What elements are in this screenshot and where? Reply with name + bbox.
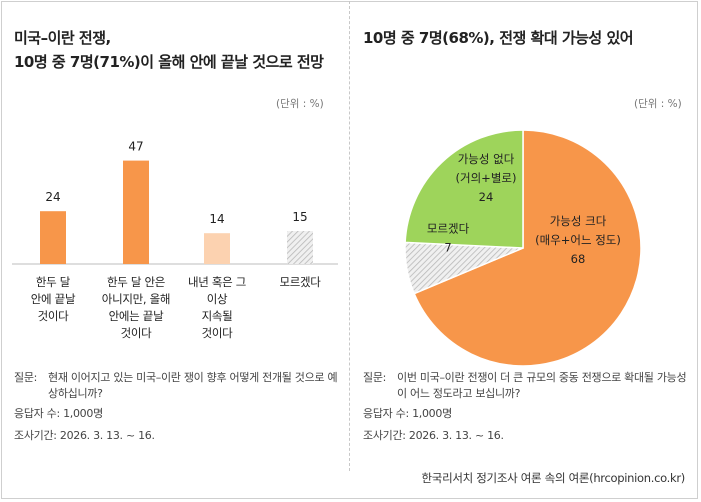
bar-value-label-2: 47 bbox=[128, 140, 143, 154]
bar-value-label-3: 14 bbox=[209, 212, 224, 226]
right-question-text: 이번 미국–이란 전쟁이 더 큰 규모의 중동 전쟁으로 확대될 가능성이 어느… bbox=[397, 371, 687, 400]
left-question-text: 현재 이어지고 있는 미국–이란 쟁이 향후 어떻게 전개될 것으로 예상하십니… bbox=[48, 371, 338, 400]
bar-category-label-4: 모르겠다 bbox=[279, 275, 321, 289]
bar-3 bbox=[204, 233, 230, 264]
right-question-label: 질문: bbox=[363, 371, 387, 384]
pie-label-3-line-2: (거의+별로) bbox=[456, 171, 517, 185]
bar-category-label-3: 내년 혹은 그 이상 지속될 것이다 bbox=[187, 275, 247, 340]
pie-label-3-line-1: 가능성 없다 bbox=[458, 152, 515, 166]
pie-chart: 가능성 크다 (매우+어느 정도) 68 모르겠다 7 가능성 없다 (거의+별로) 24 bbox=[404, 129, 642, 367]
right-respondents: 응답자 수: 1,000명 bbox=[363, 407, 452, 420]
bar-category-label-1: 한두 달 안에 끝날 것이다 bbox=[30, 275, 76, 323]
pie-label-1-line-1: 가능성 크다 bbox=[550, 214, 607, 228]
right-period: 조사기간: 2026. 3. 13. ~ 16. bbox=[363, 429, 504, 442]
bar-category-label-2: 한두 달 안은 아니지만, 올해 안에는 끝날 것이다 bbox=[101, 275, 171, 340]
bar-value-label-1: 24 bbox=[45, 190, 60, 204]
left-period: 조사기간: 2026. 3. 13. ~ 16. bbox=[14, 429, 155, 442]
pie-slice-1 bbox=[413, 129, 642, 367]
bar-value-label-4: 15 bbox=[292, 210, 307, 224]
left-respondents: 응답자 수: 1,000명 bbox=[14, 407, 103, 420]
left-question-label: 질문: bbox=[14, 371, 38, 384]
pie-label-1-line-3: 68 bbox=[571, 252, 586, 266]
bar-1 bbox=[40, 211, 66, 264]
right-title: 10명 중 7명(68%), 전쟁 확대 가능성 있어 bbox=[363, 29, 634, 47]
bar-4 bbox=[287, 231, 313, 264]
pie-label-3-line-3: 24 bbox=[479, 190, 494, 204]
pie-slice-3 bbox=[404, 129, 524, 249]
left-title: 미국–이란 전쟁, 10명 중 7명(71%)이 올해 안에 끝날 것으로 전망 bbox=[14, 26, 324, 74]
pie-label-1-line-2: (매우+어느 정도) bbox=[535, 233, 621, 247]
bar-chart: 24 47 14 15 bbox=[12, 140, 338, 265]
bar-2 bbox=[123, 160, 149, 264]
pie-label-2-line-1: 모르겠다 bbox=[427, 222, 470, 236]
panel-divider bbox=[349, 1, 350, 471]
pie-label-2-line-2: 7 bbox=[444, 241, 451, 255]
left-title-line1: 미국–이란 전쟁, bbox=[14, 29, 111, 47]
right-unit: (단위 : %) bbox=[634, 98, 682, 110]
source-credit: 한국리서치 정기조사 여론 속의 여론(hrcopinion.co.kr) bbox=[421, 471, 686, 485]
left-unit: (단위 : %) bbox=[276, 98, 324, 110]
left-title-line2: 10명 중 7명(71%)이 올해 안에 끝날 것으로 전망 bbox=[14, 53, 324, 71]
